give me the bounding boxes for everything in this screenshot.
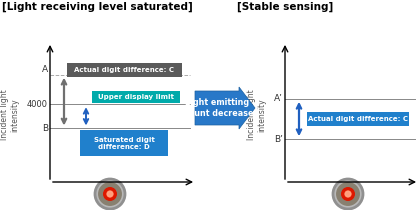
Circle shape [107, 191, 113, 197]
Text: B: B [42, 124, 48, 133]
Circle shape [104, 188, 116, 200]
Circle shape [337, 183, 359, 205]
Text: 4000: 4000 [27, 100, 48, 109]
Circle shape [333, 179, 363, 209]
Text: A’: A’ [274, 94, 283, 103]
Text: A: A [42, 65, 48, 74]
Text: Actual digit difference: C: Actual digit difference: C [308, 116, 408, 122]
Circle shape [99, 183, 121, 205]
Text: Light emitting
amount decreased: Light emitting amount decreased [175, 98, 259, 118]
Circle shape [345, 191, 351, 197]
FancyBboxPatch shape [67, 63, 182, 77]
Text: [Light receiving level saturated]: [Light receiving level saturated] [2, 2, 193, 12]
Circle shape [95, 179, 125, 209]
Text: Actual digit difference: C: Actual digit difference: C [74, 67, 174, 73]
FancyArrow shape [195, 87, 255, 129]
Circle shape [345, 191, 351, 197]
FancyBboxPatch shape [80, 130, 168, 156]
Text: [Stable sensing]: [Stable sensing] [237, 2, 333, 12]
FancyBboxPatch shape [92, 91, 180, 103]
Text: Saturated digit
difference: D: Saturated digit difference: D [94, 137, 155, 150]
Text: Incident light
intensity: Incident light intensity [247, 90, 267, 140]
Text: Incident light
intensity: Incident light intensity [0, 90, 20, 140]
FancyBboxPatch shape [307, 112, 409, 126]
Text: Upper display limit: Upper display limit [98, 94, 174, 100]
Circle shape [107, 191, 113, 197]
Text: B’: B’ [274, 135, 283, 144]
Circle shape [342, 188, 354, 200]
